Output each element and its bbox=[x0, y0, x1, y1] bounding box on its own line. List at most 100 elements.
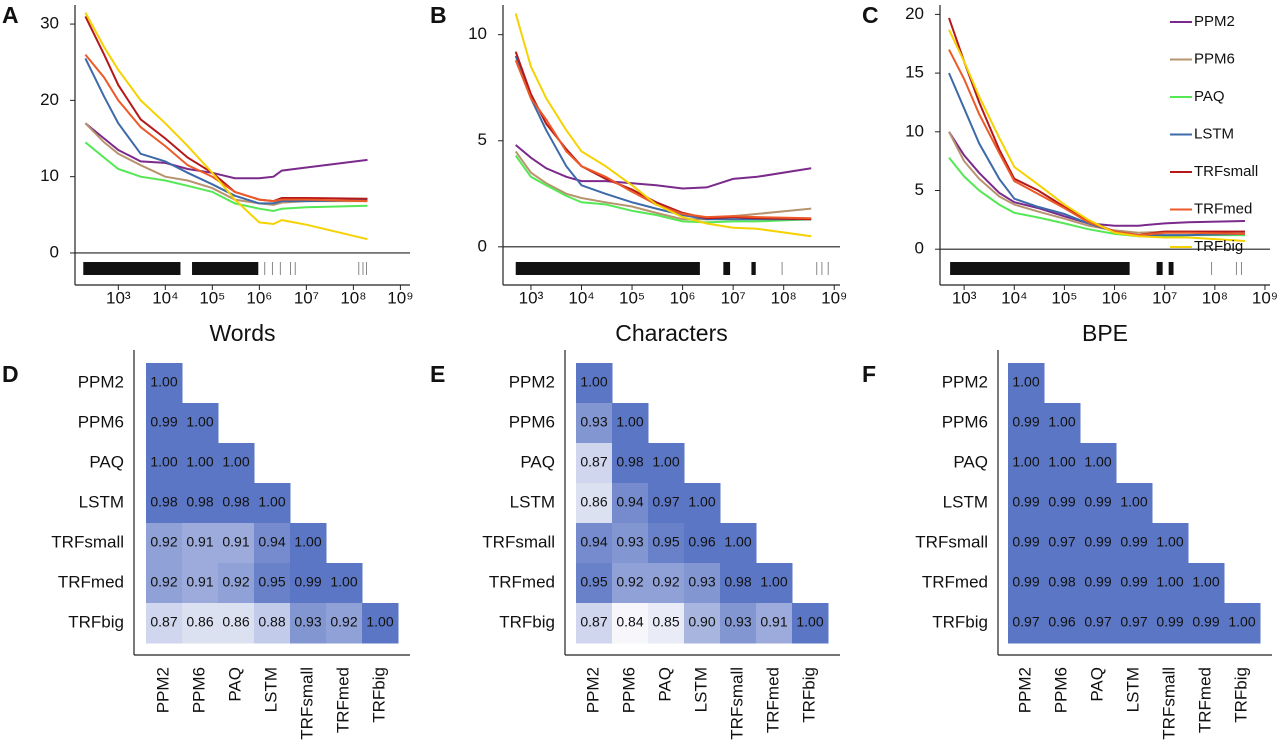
x-tick-label: 10³ bbox=[519, 288, 544, 307]
cell-label: 0.92 bbox=[150, 534, 177, 550]
cell-label: 0.99 bbox=[1084, 494, 1111, 510]
row-label: TRFsmall bbox=[51, 532, 124, 551]
cell-label: 1.00 bbox=[294, 534, 321, 550]
y-tick-label: 10 bbox=[40, 166, 59, 185]
cell-label: 0.97 bbox=[1120, 614, 1147, 630]
heat-cell bbox=[254, 523, 291, 564]
panel-label: A bbox=[2, 2, 19, 28]
cell-label: 0.87 bbox=[580, 454, 607, 470]
column-label: LSTM bbox=[261, 667, 280, 712]
y-tick-label: 0 bbox=[50, 242, 59, 261]
heat-cell bbox=[254, 563, 291, 604]
x-tick-label: 10⁹ bbox=[387, 288, 413, 307]
cell-label: 1.00 bbox=[1156, 534, 1183, 550]
cell-label: 1.00 bbox=[1156, 574, 1183, 590]
column-label: PAQ bbox=[655, 667, 674, 702]
heat-cell bbox=[1008, 563, 1045, 604]
cell-label: 1.00 bbox=[796, 614, 823, 630]
heat-cell bbox=[146, 523, 183, 564]
heat-cell bbox=[612, 603, 649, 644]
heat-cell bbox=[648, 483, 685, 524]
cell-label: 1.00 bbox=[186, 454, 213, 470]
cell-label: 0.91 bbox=[222, 534, 249, 550]
column-label: PPM6 bbox=[189, 667, 208, 713]
cell-label: 0.92 bbox=[616, 574, 643, 590]
heat-cell bbox=[1044, 403, 1081, 444]
row-label: PAQ bbox=[89, 452, 124, 471]
series-line bbox=[948, 131, 1245, 234]
heat-cell bbox=[182, 403, 219, 444]
y-tick-label: 20 bbox=[905, 4, 924, 23]
heat-cell bbox=[576, 443, 613, 484]
heat-cell bbox=[182, 603, 219, 644]
x-axis-title: Characters bbox=[615, 320, 727, 346]
cell-label: 0.86 bbox=[222, 614, 249, 630]
cell-label: 0.99 bbox=[1012, 574, 1039, 590]
column-label: TRFsmall bbox=[297, 667, 316, 740]
row-label: PAQ bbox=[520, 452, 555, 471]
cell-label: 1.00 bbox=[688, 494, 715, 510]
cell-label: 0.98 bbox=[1048, 574, 1075, 590]
heat-cell bbox=[612, 403, 649, 444]
cell-label: 0.91 bbox=[186, 534, 213, 550]
x-tick-label: 10⁹ bbox=[1252, 288, 1278, 307]
cell-label: 0.99 bbox=[1192, 614, 1219, 630]
cell-label: 0.92 bbox=[652, 574, 679, 590]
column-label: PPM6 bbox=[619, 667, 638, 713]
row-label: TRFsmall bbox=[915, 532, 988, 551]
series-line bbox=[515, 144, 812, 190]
row-label: LSTM bbox=[79, 492, 124, 511]
x-tick-label: 10⁷ bbox=[1152, 288, 1177, 307]
row-label: TRFsmall bbox=[482, 532, 555, 551]
cell-label: 0.92 bbox=[330, 614, 357, 630]
cell-label: 1.00 bbox=[616, 414, 643, 430]
heat-cell bbox=[1188, 563, 1225, 604]
heat-cell bbox=[218, 483, 255, 524]
row-label: TRFbig bbox=[932, 612, 988, 631]
heat-cell bbox=[1008, 603, 1045, 644]
heat-cell bbox=[218, 603, 255, 644]
x-tick-label: 10⁹ bbox=[821, 288, 847, 307]
cell-label: 0.94 bbox=[258, 534, 285, 550]
series-line bbox=[84, 122, 368, 206]
heat-cell bbox=[326, 563, 363, 604]
y-tick-label: 5 bbox=[478, 130, 487, 149]
x-tick-label: 10⁴ bbox=[152, 288, 178, 307]
heat-cell bbox=[1116, 563, 1153, 604]
column-label: PPM6 bbox=[1051, 667, 1070, 713]
heat-cell bbox=[684, 523, 721, 564]
cell-label: 0.93 bbox=[580, 414, 607, 430]
x-tick-label: 10⁸ bbox=[340, 288, 366, 307]
row-label: PPM6 bbox=[509, 412, 555, 431]
cell-label: 1.00 bbox=[652, 454, 679, 470]
cell-label: 1.00 bbox=[330, 574, 357, 590]
heat-cell bbox=[218, 523, 255, 564]
x-tick-label: 10⁸ bbox=[1202, 288, 1228, 307]
row-label: TRFmed bbox=[922, 572, 988, 591]
heat-cell bbox=[648, 523, 685, 564]
heat-cell bbox=[1080, 483, 1117, 524]
cell-label: 1.00 bbox=[1048, 414, 1075, 430]
cell-label: 1.00 bbox=[222, 454, 249, 470]
cell-label: 0.84 bbox=[616, 614, 643, 630]
heat-cell bbox=[1044, 563, 1081, 604]
cell-label: 0.99 bbox=[1012, 414, 1039, 430]
series-line bbox=[84, 57, 368, 205]
heat-cell bbox=[792, 603, 829, 644]
x-tick-label: 10⁵ bbox=[619, 288, 645, 307]
column-label: PPM2 bbox=[583, 667, 602, 713]
y-tick-label: 0 bbox=[915, 239, 924, 258]
legend-label: LSTM bbox=[1194, 125, 1234, 142]
cell-label: 1.00 bbox=[1228, 614, 1255, 630]
heat-cell bbox=[576, 363, 613, 404]
x-tick-label: 10⁷ bbox=[721, 288, 746, 307]
panel-label: E bbox=[430, 361, 445, 387]
row-label: TRFmed bbox=[489, 572, 555, 591]
heat-cell bbox=[1080, 563, 1117, 604]
series-line bbox=[948, 49, 1246, 237]
column-label: LSTM bbox=[691, 667, 710, 712]
cell-label: 0.99 bbox=[1156, 614, 1183, 630]
series-line bbox=[84, 122, 368, 180]
series-line bbox=[948, 17, 1245, 237]
